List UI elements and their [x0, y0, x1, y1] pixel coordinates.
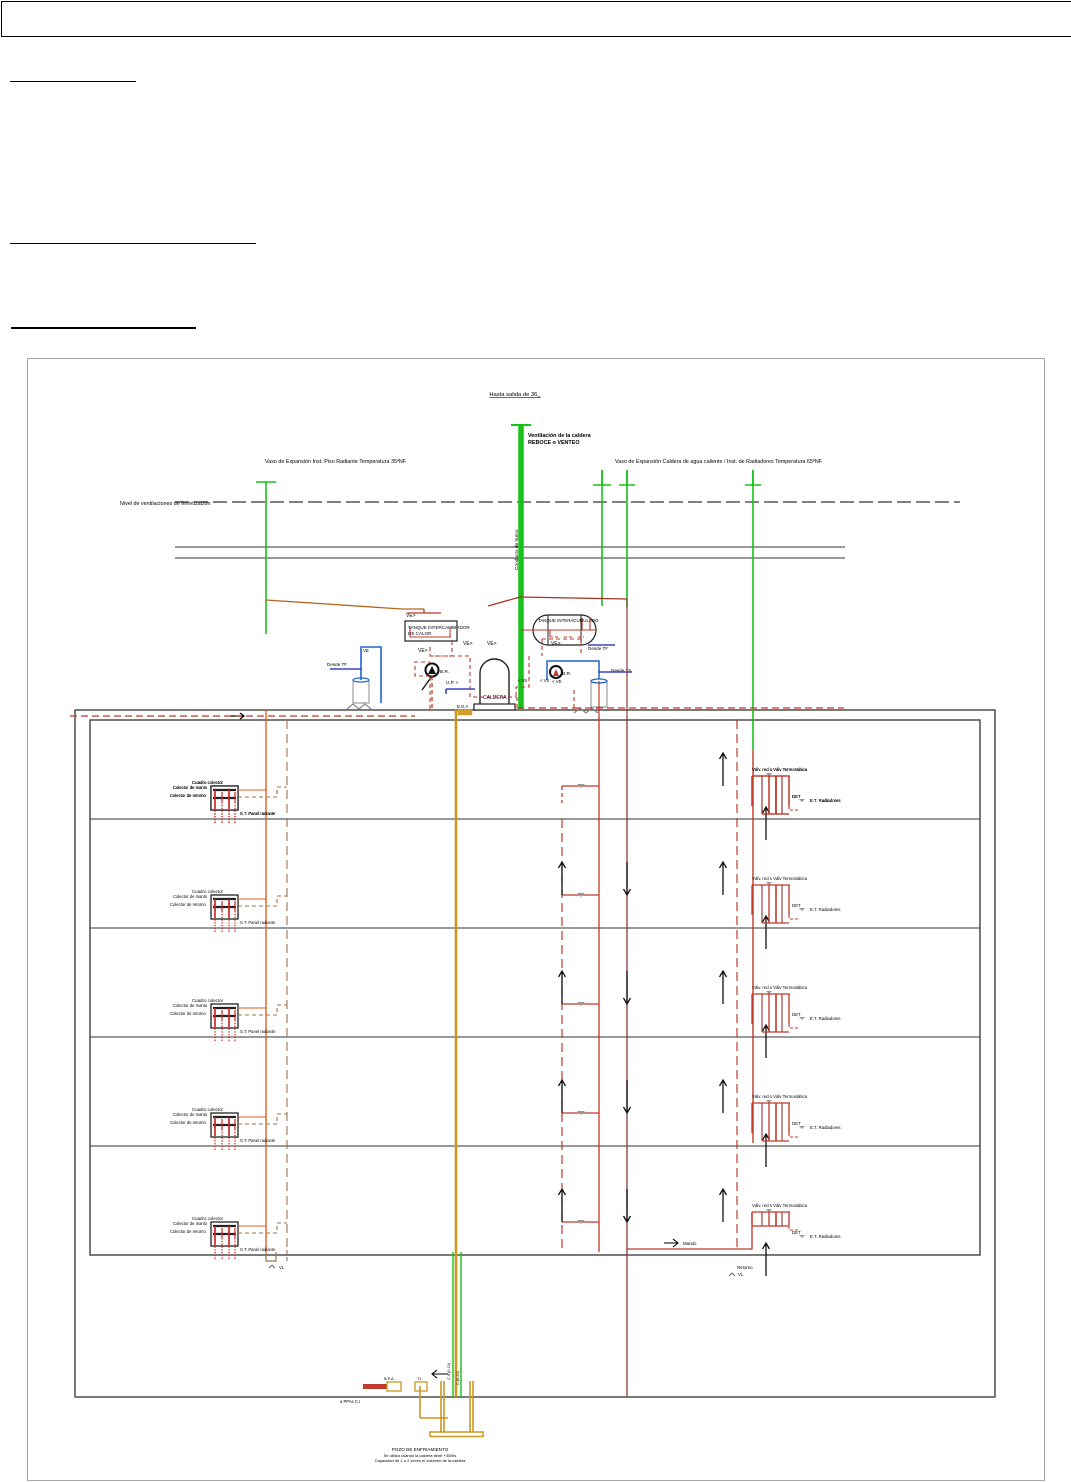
- svg-text:Vaso de Expansión Inst. Piso R: Vaso de Expansión Inst. Piso Radiante Te…: [265, 459, 407, 465]
- svg-text:T.I.: T.I.: [417, 1376, 422, 1381]
- svg-text:Capacidad de 1 a 2 veces el vo: Capacidad de 1 a 2 veces el volumen de l…: [375, 1458, 467, 1463]
- svg-text:VE>: VE>: [463, 641, 473, 647]
- svg-text:Nivel de ventilaciones de fer: Nivel de ventilaciones de ferretización: [120, 501, 211, 507]
- svg-text:U.P. >: U.P. >: [446, 680, 459, 685]
- svg-text:C.(0-10): C.(0-10): [456, 1370, 460, 1385]
- svg-text:VL: VL: [279, 1265, 285, 1270]
- svg-text:B.P.A.: B.P.A.: [384, 1376, 395, 1381]
- svg-text:C.V.(0-10): C.V.(0-10): [447, 1362, 451, 1380]
- svg-text:B.R.: B.R.: [562, 671, 571, 677]
- svg-text:DET: DET: [792, 1230, 801, 1235]
- svg-text:Retorno: Retorno: [737, 1265, 753, 1270]
- svg-text:Desde TF: Desde TF: [327, 662, 347, 667]
- svg-text:TANQUE INTERCAMBIADOR: TANQUE INTERCAMBIADOR: [408, 625, 470, 630]
- svg-text:Válv. red s Válv Termostática: Válv. red s Válv Termostática: [752, 1203, 808, 1208]
- svg-text:VE>: VE>: [406, 613, 416, 619]
- svg-text:Vaso de Expansión Caldera de a: Vaso de Expansión Caldera de agua calien…: [615, 459, 823, 465]
- svg-text:VE>: VE>: [487, 641, 497, 647]
- svg-text:Ventilación de la caldera: Ventilación de la caldera: [528, 433, 592, 439]
- svg-text:POZO DE ENFRIAMIENTO: POZO DE ENFRIAMIENTO: [392, 1447, 449, 1452]
- svg-text:DE CALOR: DE CALOR: [408, 631, 432, 636]
- svg-text:Mando: Mando: [683, 1241, 697, 1246]
- svg-text:Hasta salida de 36_: Hasta salida de 36_: [489, 392, 541, 398]
- svg-text:Desde TF: Desde TF: [588, 646, 608, 651]
- svg-text:CALDERA: CALDERA: [483, 695, 507, 701]
- svg-text:B.R.: B.R.: [440, 669, 449, 675]
- svg-text:E.T. Radiadores: E.T. Radiadores: [810, 1234, 841, 1239]
- svg-text:< VS: < VS: [518, 678, 527, 683]
- svg-text:VL: VL: [738, 1272, 744, 1277]
- svg-text:B.O.A: B.O.A: [457, 704, 468, 709]
- svg-text:VE: VE: [363, 648, 369, 653]
- svg-text:VE>: VE>: [418, 648, 428, 654]
- svg-text:< VE: < VE: [552, 679, 562, 684]
- svg-text:< VS: < VS: [540, 678, 549, 683]
- svg-text:VE>: VE>: [551, 641, 561, 647]
- svg-text:Conducto de humo: Conducto de humo: [514, 529, 520, 570]
- svg-text:a PPAs C.I: a PPAs C.I: [340, 1399, 360, 1404]
- svg-text:REBOCE o VENTEO: REBOCE o VENTEO: [528, 440, 580, 446]
